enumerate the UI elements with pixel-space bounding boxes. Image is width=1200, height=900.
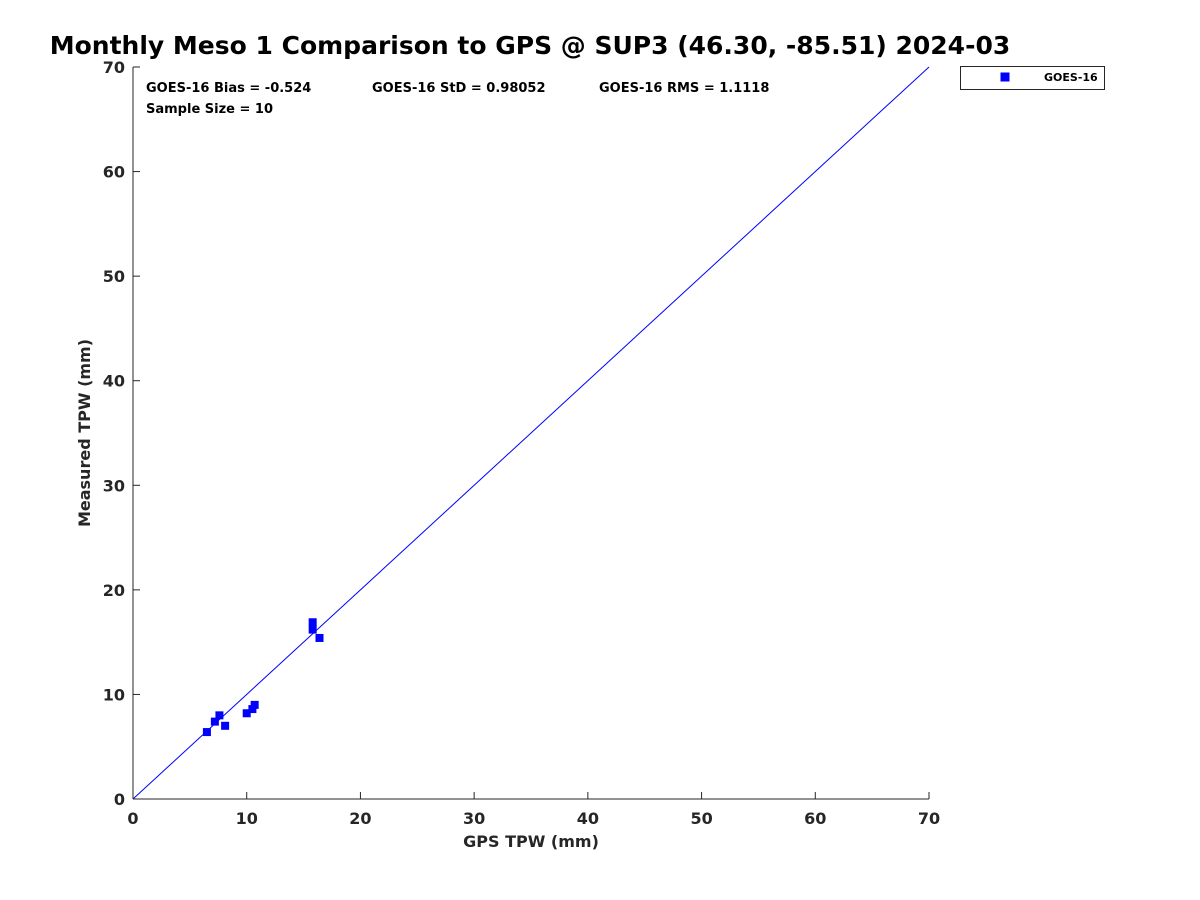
data-point — [250, 700, 259, 709]
std-stat: GOES-16 StD = 0.98052 — [372, 81, 546, 96]
data-point — [242, 709, 251, 718]
data-point — [315, 633, 324, 642]
data-point — [221, 721, 230, 730]
y-tick-label: 70 — [103, 58, 125, 77]
x-tick-label: 0 — [127, 809, 138, 828]
rms-stat: GOES-16 RMS = 1.1118 — [599, 81, 769, 96]
data-point — [248, 705, 257, 714]
legend-label: GOES-16 — [1044, 71, 1098, 84]
bias-stat: GOES-16 Bias = -0.524 — [146, 81, 311, 96]
legend-box — [960, 66, 1105, 90]
plot-area: 0 10 20 30 40 50 60 70 0 10 20 30 40 50 60 70 — [103, 58, 940, 828]
chart-title: Monthly Meso 1 Comparison to GPS @ SUP3 … — [50, 31, 1011, 60]
data-markers — [202, 618, 324, 737]
data-point — [202, 728, 211, 737]
data-point — [308, 625, 317, 634]
x-tick-label: 30 — [463, 809, 485, 828]
x-tick-label: 70 — [918, 809, 940, 828]
one-to-one-line — [132, 66, 930, 800]
x-tick-label: 10 — [236, 809, 258, 828]
y-tick-label: 0 — [114, 790, 125, 809]
y-tick-label: 50 — [103, 267, 125, 286]
legend-marker-square-icon — [1000, 72, 1010, 82]
sample-size-stat: Sample Size = 10 — [146, 102, 273, 117]
x-axis-label: GPS TPW (mm) — [463, 832, 599, 851]
y-tick-label: 30 — [103, 476, 125, 495]
y-tick-label: 10 — [103, 685, 125, 704]
legend: GOES-16 — [960, 66, 1105, 90]
y-axis-label: Measured TPW (mm) — [75, 339, 94, 527]
y-ticks: 0 10 20 30 40 50 60 70 — [103, 58, 140, 809]
x-tick-label: 40 — [577, 809, 599, 828]
y-tick-label: 20 — [103, 581, 125, 600]
y-tick-label: 40 — [103, 372, 125, 391]
x-ticks: 0 10 20 30 40 50 60 70 — [127, 792, 940, 828]
data-point — [308, 618, 317, 627]
x-tick-label: 20 — [349, 809, 371, 828]
x-tick-label: 50 — [690, 809, 712, 828]
y-tick-label: 60 — [103, 163, 125, 182]
data-point — [210, 717, 219, 726]
x-tick-label: 60 — [804, 809, 826, 828]
data-point — [215, 711, 224, 720]
